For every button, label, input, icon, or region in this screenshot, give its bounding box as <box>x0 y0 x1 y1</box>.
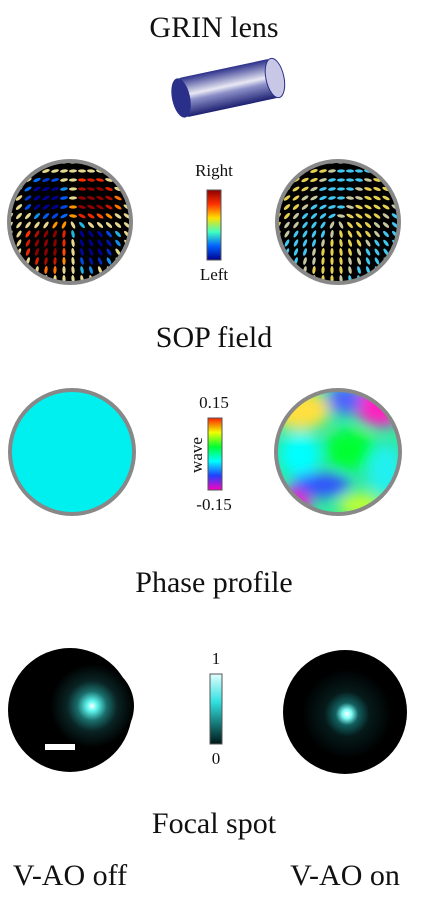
colorbar-title: wave <box>187 437 206 473</box>
caption: Focal spot <box>152 807 277 840</box>
figure: GRIN lens Right Left SOP field 0.15 wave… <box>0 0 428 898</box>
caption: Phase profile <box>135 566 292 599</box>
colorbar-label: 0 <box>212 749 221 768</box>
spot <box>302 669 392 759</box>
colorbar <box>208 418 222 490</box>
title: GRIN lens <box>149 11 278 44</box>
caption: SOP field <box>156 321 272 354</box>
scale-bar <box>45 744 75 750</box>
spot <box>50 664 134 748</box>
phase-map-on <box>270 383 410 520</box>
sop-map-on <box>270 150 410 300</box>
colorbar-label: Right <box>195 161 233 180</box>
colorbar-label: -0.15 <box>196 495 231 514</box>
sop-map-off <box>0 150 140 300</box>
colorbar-label: 0.15 <box>199 393 229 412</box>
colorbar <box>210 674 222 744</box>
grin-lens-icon <box>168 57 288 120</box>
column-label: V-AO off <box>13 859 127 892</box>
column-label: V-AO on <box>290 859 400 892</box>
colorbar-label: Left <box>200 265 229 284</box>
phase-map-off <box>10 390 134 514</box>
colorbar <box>207 190 221 260</box>
colorbar-label: 1 <box>212 649 221 668</box>
